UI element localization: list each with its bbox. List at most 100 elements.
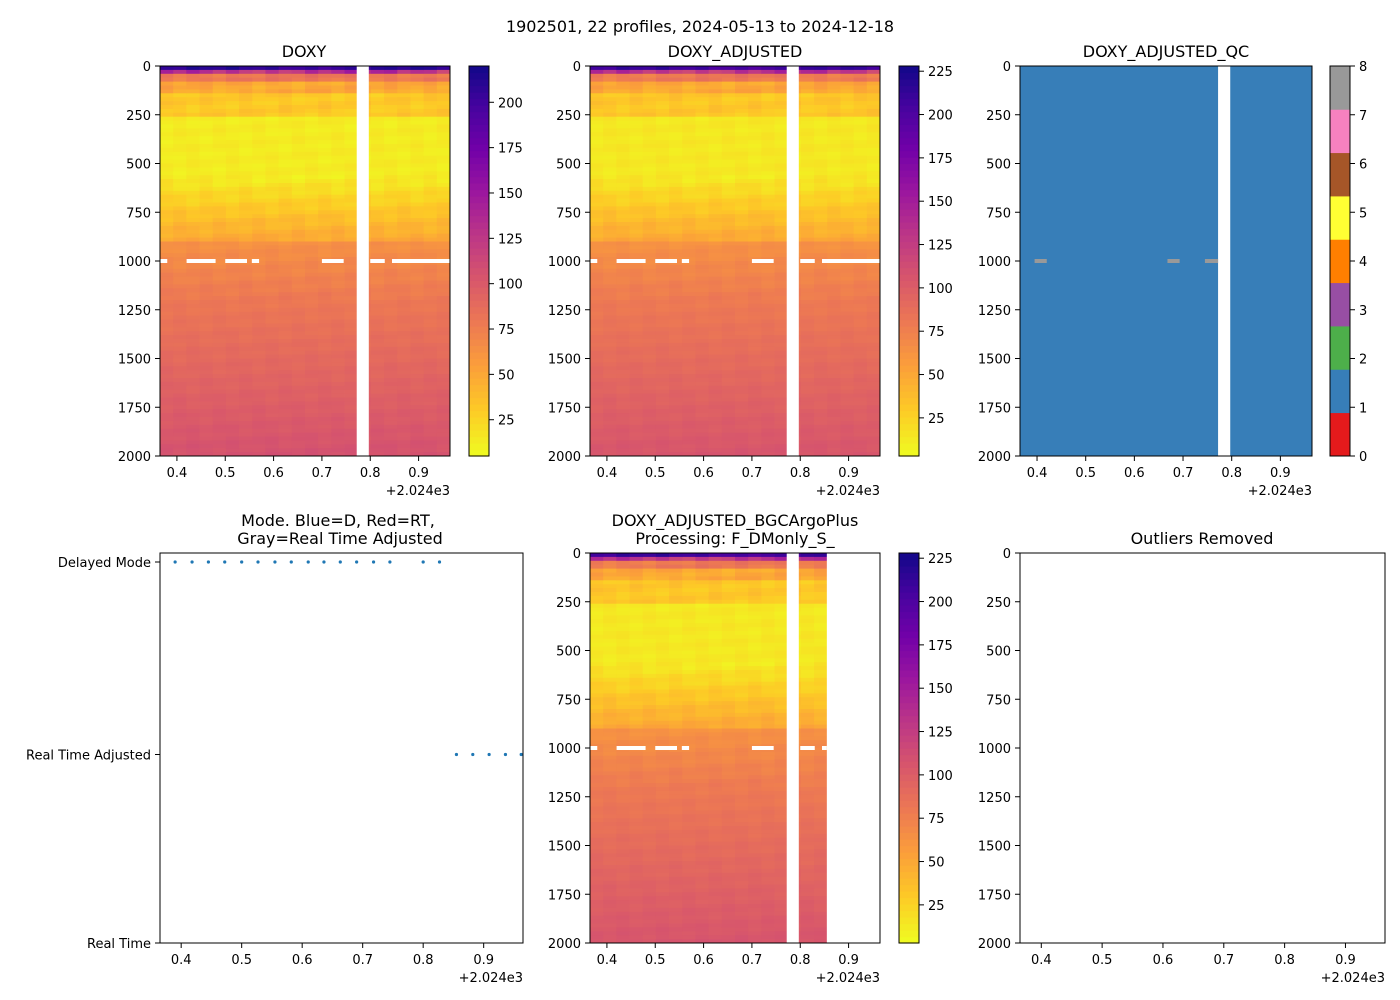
colorbar-segment	[469, 391, 489, 399]
heatmap-cell	[642, 261, 657, 266]
heatmap-cell	[199, 354, 214, 359]
heatmap-cell	[682, 202, 696, 207]
heatmap-cell	[735, 417, 749, 422]
heatmap-cell	[436, 366, 451, 371]
heatmap-cell	[318, 171, 332, 176]
heatmap-cell	[800, 218, 815, 223]
heatmap-cell	[384, 264, 398, 270]
heatmap-cell	[305, 272, 319, 277]
heatmap-cell	[291, 370, 306, 375]
heatmap-cell	[384, 89, 398, 94]
heatmap-cell	[252, 370, 266, 375]
heatmap-cell	[305, 116, 319, 121]
heatmap-cell	[603, 175, 617, 180]
heatmap-cell	[331, 66, 345, 71]
heatmap-cell	[423, 81, 438, 86]
heatmap-cell	[814, 432, 828, 437]
colorbar-segment	[469, 436, 489, 444]
heatmap-cell	[199, 198, 214, 203]
heatmap-cell	[814, 292, 828, 297]
heatmap-cell	[331, 385, 345, 391]
heatmap-cell	[331, 440, 345, 445]
heatmap-cell	[655, 378, 670, 383]
heatmap-cell	[853, 132, 868, 137]
heatmap-cell	[173, 385, 187, 391]
heatmap-cell	[616, 186, 630, 192]
heatmap-cell	[840, 315, 855, 320]
heatmap-cell	[695, 210, 710, 215]
heatmap-cell	[265, 186, 280, 192]
heatmap-cell	[616, 108, 630, 114]
profile-column	[735, 66, 749, 457]
heatmap-cell	[160, 331, 174, 336]
heatmap-cell	[186, 66, 200, 71]
heatmap-cell	[695, 428, 710, 433]
colorbar-segment	[469, 280, 489, 288]
heatmap-cell	[291, 237, 306, 242]
heatmap-cell	[642, 124, 657, 129]
heatmap-cell	[655, 397, 670, 402]
heatmap-cell	[774, 202, 789, 207]
heatmap-cell	[212, 194, 227, 199]
heatmap-cell	[761, 175, 775, 180]
heatmap-cell	[669, 128, 683, 133]
heatmap-cell	[160, 198, 174, 203]
heatmap-cell	[616, 420, 630, 426]
heatmap-cell	[331, 436, 345, 441]
heatmap-cell	[761, 339, 775, 344]
heatmap-cell	[265, 120, 280, 125]
heatmap-cell	[695, 350, 710, 355]
heatmap-cell	[721, 120, 736, 125]
heatmap-cell	[199, 229, 214, 235]
heatmap-cell	[669, 296, 683, 301]
heatmap-cell	[397, 218, 411, 223]
heatmap-cell	[642, 85, 657, 90]
heatmap-cell	[384, 112, 398, 118]
heatmap-cell	[199, 89, 214, 94]
heatmap-cell	[590, 389, 604, 394]
heatmap-cell	[603, 73, 617, 79]
heatmap-cell	[212, 436, 227, 441]
heatmap-cell	[160, 190, 174, 196]
heatmap-cell	[344, 307, 359, 313]
heatmap-cell	[370, 428, 385, 433]
colorbar-segment	[899, 443, 919, 451]
heatmap-cell	[603, 911, 617, 917]
heatmap-cell	[436, 385, 451, 391]
heatmap-cell	[278, 257, 293, 262]
heatmap-cell	[590, 822, 604, 827]
heatmap-cell	[708, 253, 723, 258]
heatmap-cell	[616, 222, 630, 227]
heatmap-cell	[748, 346, 762, 352]
heatmap-cell	[278, 245, 293, 250]
heatmap-cell	[616, 132, 630, 137]
heatmap-cell	[252, 214, 266, 219]
heatmap-cell	[590, 806, 604, 811]
heatmap-cell	[629, 237, 644, 242]
heatmap-cell	[840, 108, 855, 114]
heatmap-cell	[603, 658, 617, 663]
heatmap-cell	[318, 288, 332, 293]
heatmap-cell	[160, 253, 174, 258]
heatmap-cell	[160, 288, 174, 293]
heatmap-cell	[669, 393, 683, 398]
heatmap-cell	[814, 132, 828, 137]
heatmap-cell	[866, 194, 881, 199]
heatmap-cell	[173, 81, 187, 86]
heatmap-cell	[814, 389, 828, 394]
heatmap-cell	[278, 323, 293, 328]
heatmap-cell	[436, 144, 451, 149]
heatmap-cell	[265, 420, 280, 426]
heatmap-cell	[616, 779, 630, 784]
heatmap-cell	[239, 366, 253, 371]
heatmap-cell	[616, 128, 630, 133]
heatmap-cell	[669, 183, 683, 188]
heatmap-cell	[265, 378, 280, 383]
heatmap-cell	[344, 112, 359, 118]
heatmap-cell	[186, 147, 200, 153]
heatmap-cell	[616, 553, 630, 558]
heatmap-cell	[318, 417, 332, 422]
heatmap-cell	[252, 311, 266, 316]
heatmap-cell	[212, 206, 227, 211]
heatmap-cell	[655, 73, 670, 79]
